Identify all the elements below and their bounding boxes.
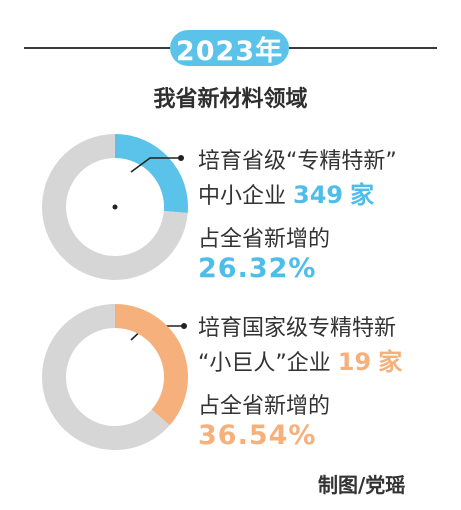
year-badge: 2023年 <box>170 30 289 67</box>
item-2-line2: “小巨人”企业 19 家 <box>198 342 402 377</box>
donut-remainder-slice <box>42 134 188 280</box>
item-1-line1: 培育省级“专精特新” <box>198 149 397 174</box>
donut-chart-national <box>42 304 189 450</box>
item-2-percent: 36.54% <box>198 420 317 451</box>
header-rule-left <box>24 47 170 49</box>
item-2-label: “小巨人”企业 <box>198 351 331 376</box>
item-1-share-label: 占全省新增的 <box>198 227 331 252</box>
item-2-unit: 家 <box>378 348 403 376</box>
item-1-line2: 中小企业 349 家 <box>198 175 374 210</box>
item-2-line1: 培育国家级专精特新 <box>198 316 397 341</box>
page-title: 我省新材料领域 <box>153 87 308 112</box>
donut-highlight-slice <box>115 304 189 426</box>
item-1-count: 349 <box>293 181 344 209</box>
donut-highlight-slice <box>115 134 188 214</box>
donut-remainder-slice <box>42 304 170 450</box>
donut-2-slices <box>42 304 189 450</box>
callout-anchor-dot <box>112 204 118 210</box>
item-1-percent: 26.32% <box>198 253 317 284</box>
donut-chart-provincial <box>42 134 188 280</box>
item-1-unit: 家 <box>350 181 375 209</box>
item-2-share-label: 占全省新增的 <box>198 394 331 419</box>
credit-text: 制图/党瑶 <box>318 473 406 497</box>
header-rule-right <box>289 47 437 49</box>
item-2-count: 19 <box>337 348 372 376</box>
donut-1-slices <box>42 134 188 280</box>
item-1-label: 中小企业 <box>198 184 287 209</box>
